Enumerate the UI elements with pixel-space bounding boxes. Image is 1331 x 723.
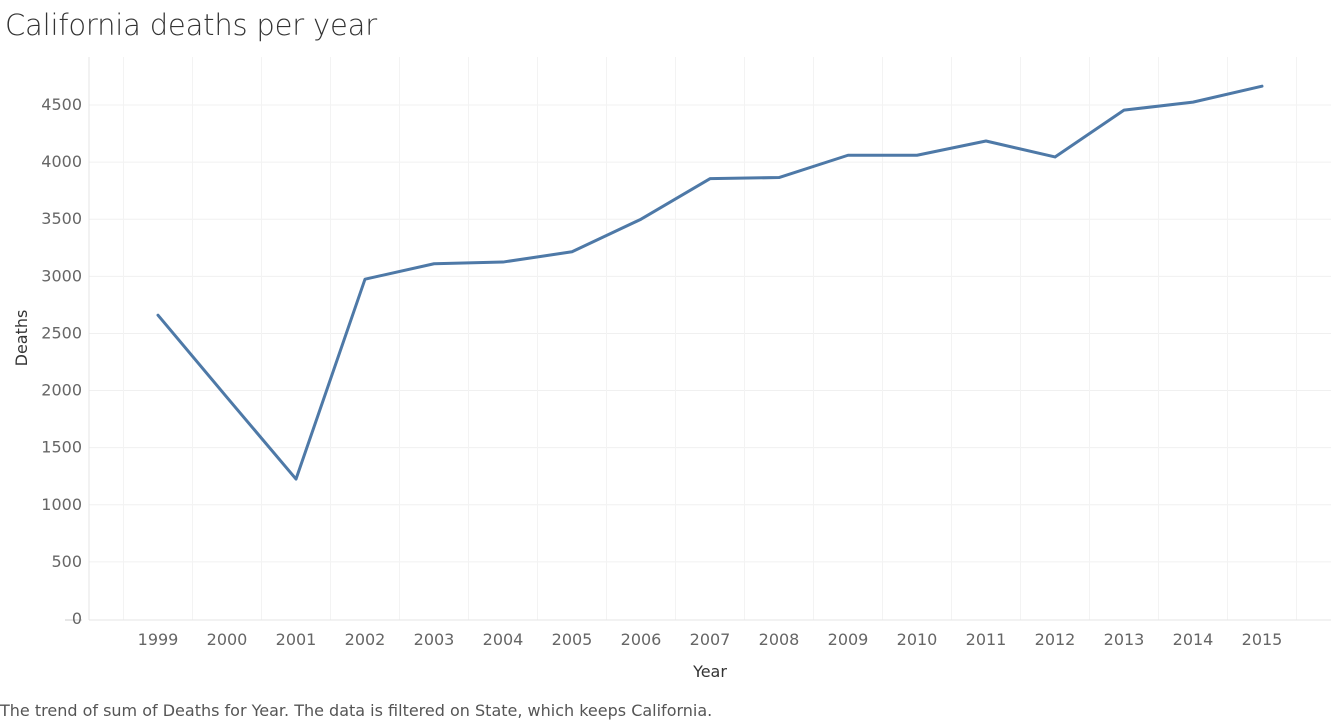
chart-title: California deaths per year	[5, 8, 377, 42]
data-point-1999[interactable]	[152, 309, 164, 321]
x-tick-label-2008: 2008	[759, 630, 800, 649]
x-tick-label-2007: 2007	[690, 630, 731, 649]
x-tick-label-2004: 2004	[483, 630, 524, 649]
y-tick-label-4000: 4000	[41, 152, 82, 171]
x-tick-label-2011: 2011	[966, 630, 1007, 649]
gridlines	[89, 57, 1331, 620]
data-point-2008[interactable]	[773, 172, 785, 184]
x-tick-label-2000: 2000	[207, 630, 248, 649]
data-point-2002[interactable]	[359, 273, 371, 285]
data-point-2011[interactable]	[980, 135, 992, 147]
x-tick-label-2010: 2010	[897, 630, 938, 649]
series-line-deaths[interactable]	[156, 84, 1264, 481]
x-tick-labels: 1999 2000 2001 2002 2003 2004 2005 2006 2007 2008…	[138, 630, 1283, 649]
x-tick-label-2012: 2012	[1035, 630, 1076, 649]
y-axis-title: Deaths	[12, 310, 31, 367]
x-tick-label-1999: 1999	[138, 630, 179, 649]
x-tick-label-2009: 2009	[828, 630, 869, 649]
data-point-2013[interactable]	[1118, 104, 1130, 116]
x-tick-label-2003: 2003	[414, 630, 455, 649]
x-tick-label-2014: 2014	[1173, 630, 1214, 649]
data-point-2000[interactable]	[221, 391, 233, 403]
line-chart: 0 500 1000 1500 2000 2500 3000 3500 4000 4500 199…	[12, 57, 1331, 681]
y-tick-label-2000: 2000	[41, 381, 82, 400]
data-point-2003[interactable]	[428, 258, 440, 270]
y-tick-label-2500: 2500	[41, 323, 82, 342]
data-point-2005[interactable]	[566, 246, 578, 258]
x-tick-label-2005: 2005	[552, 630, 593, 649]
x-axis-title: Year	[692, 662, 727, 681]
y-tick-label-3000: 3000	[41, 266, 82, 285]
y-tick-label-1500: 1500	[41, 438, 82, 457]
y-tick-label-500: 500	[51, 552, 82, 571]
y-tick-label-0: 0	[72, 609, 82, 628]
data-point-2012[interactable]	[1049, 151, 1061, 163]
data-point-2001[interactable]	[290, 473, 302, 485]
x-tick-label-2013: 2013	[1104, 630, 1145, 649]
data-point-2015[interactable]	[1256, 80, 1268, 92]
data-point-2010[interactable]	[911, 149, 923, 161]
data-point-2009[interactable]	[842, 149, 854, 161]
x-tick-label-2002: 2002	[345, 630, 386, 649]
axes	[65, 57, 1331, 621]
x-tick-label-2006: 2006	[621, 630, 662, 649]
data-point-2014[interactable]	[1187, 96, 1199, 108]
y-tick-label-4500: 4500	[41, 95, 82, 114]
y-tick-label-1000: 1000	[41, 495, 82, 514]
data-point-2007[interactable]	[704, 173, 716, 185]
x-tick-label-2001: 2001	[276, 630, 317, 649]
x-tick-label-2015: 2015	[1242, 630, 1283, 649]
y-tick-label-3500: 3500	[41, 209, 82, 228]
data-point-2006[interactable]	[635, 213, 647, 225]
chart-caption: The trend of sum of Deaths for Year. The…	[0, 701, 713, 720]
series	[152, 80, 1268, 485]
data-point-2004[interactable]	[497, 256, 509, 268]
y-tick-labels: 0 500 1000 1500 2000 2500 3000 3500 4000 4500	[41, 95, 82, 628]
